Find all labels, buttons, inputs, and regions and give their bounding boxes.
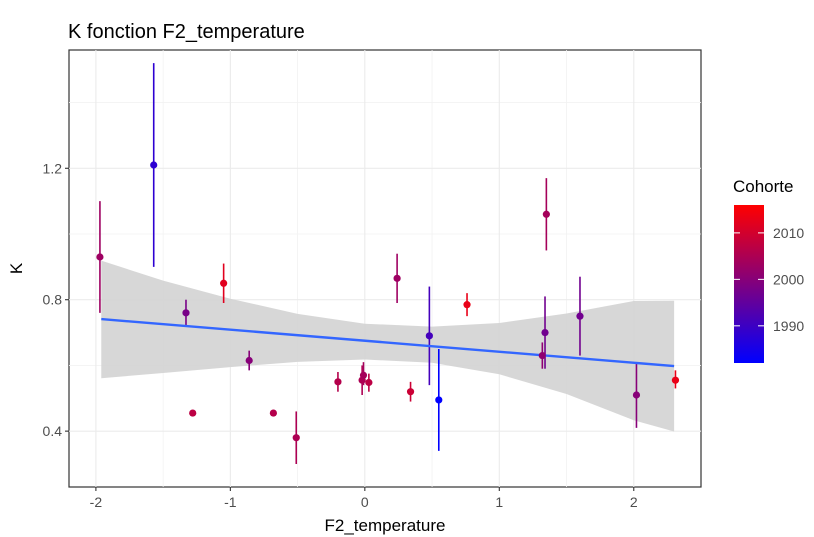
data-point: [189, 409, 197, 417]
x-tick-label: -1: [224, 494, 237, 510]
axes: -2 -1 0 1 2 0.4 0.8 1.2: [43, 160, 638, 510]
data-point: [220, 279, 228, 287]
data-point: [334, 378, 342, 386]
data-point: [435, 396, 443, 404]
regression-line-group: [101, 317, 675, 368]
data-point: [541, 328, 549, 337]
legend-label: 1990: [773, 318, 804, 334]
confidence-band: [101, 260, 675, 432]
legend-ticks: 2010 2000 1990: [734, 225, 804, 334]
data-point: [463, 301, 471, 309]
legend-label: 2000: [773, 271, 804, 287]
data-point: [245, 356, 253, 365]
x-tick-label: -2: [90, 494, 103, 510]
plot-panel: [68, 49, 702, 488]
data-point: [365, 378, 373, 387]
confidence-band-group: [101, 260, 675, 432]
legend-colorbar: [734, 205, 764, 363]
data-point: [406, 388, 415, 396]
x-axis-title: F2_temperature: [325, 516, 446, 535]
data-point: [182, 309, 190, 317]
data-point: [359, 371, 368, 379]
legend: Cohorte 2010 2000 1990: [733, 177, 804, 363]
data-point: [542, 210, 550, 218]
y-tick-label: 0.4: [43, 423, 63, 439]
data-point: [538, 351, 546, 360]
data-point: [292, 434, 300, 442]
data-point: [671, 376, 680, 384]
chart-title: K fonction F2_temperature: [68, 21, 305, 43]
data-points: [96, 161, 680, 442]
legend-title: Cohorte: [733, 177, 793, 196]
data-point: [269, 409, 277, 417]
data-point: [576, 312, 584, 320]
y-tick-label: 1.2: [43, 160, 63, 176]
x-tick-label: 0: [361, 494, 369, 510]
data-point: [96, 253, 104, 261]
legend-label: 2010: [773, 225, 804, 241]
grid-lines: [69, 50, 701, 487]
x-tick-label: 1: [495, 494, 503, 510]
data-point: [425, 332, 433, 340]
data-point: [150, 161, 158, 169]
x-tick-label: 2: [630, 494, 638, 510]
y-axis-title: K: [7, 262, 26, 274]
data-point: [393, 274, 401, 282]
regression-line: [101, 317, 675, 368]
data-point: [632, 391, 641, 399]
y-tick-label: 0.8: [43, 292, 63, 308]
